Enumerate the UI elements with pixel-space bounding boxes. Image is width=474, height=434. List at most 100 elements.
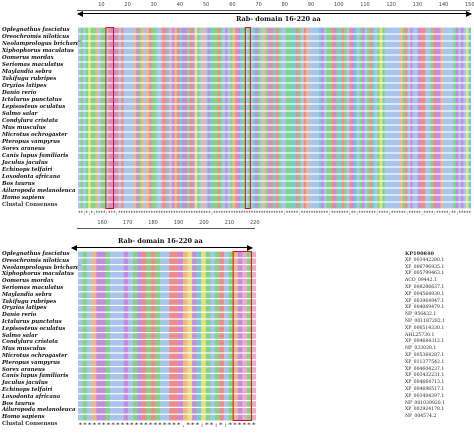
residue-cell	[323, 132, 327, 139]
residue-cell	[351, 139, 355, 146]
residue-cell	[311, 181, 314, 188]
residue-cell	[204, 174, 208, 181]
residue-cell	[88, 76, 91, 83]
residue-cell	[339, 167, 342, 174]
residue-cell	[458, 69, 462, 76]
residue-cell	[329, 202, 332, 209]
residue-cell	[258, 139, 261, 146]
residue-cell	[448, 153, 451, 160]
residue-cell	[225, 174, 228, 181]
residue-cell	[100, 125, 104, 132]
residue-cell	[288, 125, 292, 132]
residue-cell	[132, 292, 138, 298]
residue-cell	[298, 76, 302, 83]
residue-cell	[367, 202, 370, 209]
residue-cell	[389, 90, 393, 97]
residue-cell	[214, 90, 218, 97]
residue-cell	[237, 387, 243, 394]
residue-cell	[356, 202, 360, 209]
residue-cell	[78, 251, 83, 258]
residue-cell	[260, 202, 264, 209]
residue-cell	[354, 195, 358, 202]
residue-cell	[405, 41, 408, 48]
residue-cell	[214, 153, 218, 160]
residue-cell	[212, 69, 216, 76]
residue-cell	[402, 181, 406, 188]
species-name: Lepisosteus oculatus	[2, 325, 66, 332]
residue-cell	[359, 153, 363, 160]
residue-cell	[260, 181, 264, 188]
residue-cell	[98, 111, 101, 118]
residue-cell	[410, 153, 413, 160]
residue-cell	[100, 90, 104, 97]
residue-cell	[377, 146, 380, 153]
residue-cell	[178, 292, 184, 298]
residue-cell	[265, 104, 269, 111]
residue-cell	[176, 55, 180, 62]
residue-cell	[209, 55, 213, 62]
residue-cell	[468, 41, 471, 48]
residue-cell	[187, 83, 190, 90]
residue-cell	[245, 27, 249, 34]
residue-cell	[123, 312, 129, 319]
residue-cell	[207, 111, 210, 118]
residue-cell	[181, 167, 185, 174]
residue-cell	[285, 167, 289, 174]
residue-cell	[156, 27, 160, 34]
residue-cell	[246, 360, 252, 366]
residue-cell	[116, 160, 119, 167]
residue-cell	[148, 83, 152, 90]
residue-cell	[435, 181, 439, 188]
residue-cell	[402, 83, 406, 90]
residue-cell	[227, 83, 231, 90]
residue-cell	[445, 160, 449, 167]
residue-cell	[321, 41, 325, 48]
residue-cell	[341, 34, 345, 41]
residue-cell	[438, 153, 441, 160]
residue-cell	[151, 139, 155, 146]
residue-cell	[420, 62, 423, 69]
residue-cell	[275, 146, 279, 153]
residue-cell	[415, 62, 418, 69]
residue-cell	[308, 104, 312, 111]
residue-cell	[141, 374, 147, 380]
residue-cell	[458, 132, 462, 139]
residue-cell	[123, 139, 127, 146]
residue-cell	[118, 111, 122, 118]
residue-cell	[247, 41, 251, 48]
residue-cell	[420, 34, 423, 41]
residue-cell	[189, 174, 193, 181]
residue-cell	[143, 167, 147, 174]
residue-cell	[435, 202, 439, 209]
residue-cell	[235, 104, 238, 111]
residue-cell	[242, 319, 248, 326]
residue-cell	[367, 160, 370, 167]
residue-cell	[156, 83, 160, 90]
residue-cell	[151, 90, 155, 97]
residue-cell	[199, 139, 203, 146]
residue-cell	[207, 55, 210, 62]
residue-cell	[445, 83, 449, 90]
residue-cell	[230, 195, 233, 202]
residue-cell	[394, 174, 398, 181]
residue-cell	[263, 153, 266, 160]
residue-cell	[164, 181, 167, 188]
residue-cell	[169, 188, 172, 195]
residue-cell	[199, 69, 203, 76]
residue-cell	[121, 188, 124, 195]
residue-cell	[232, 167, 236, 174]
residue-cell	[202, 48, 205, 55]
residue-cell	[237, 346, 243, 353]
residue-cell	[103, 27, 107, 34]
sequence-alignment: **:*:*:****:***:************************…	[78, 27, 471, 216]
residue-cell	[110, 55, 114, 62]
residue-cell	[212, 174, 216, 181]
residue-cell	[123, 90, 127, 97]
residue-cell	[465, 97, 469, 104]
residue-cell	[448, 34, 451, 41]
residue-cell	[182, 306, 188, 312]
residue-cell	[458, 195, 462, 202]
residue-cell	[224, 258, 229, 264]
residue-cell	[280, 90, 284, 97]
residue-cell	[344, 27, 347, 34]
